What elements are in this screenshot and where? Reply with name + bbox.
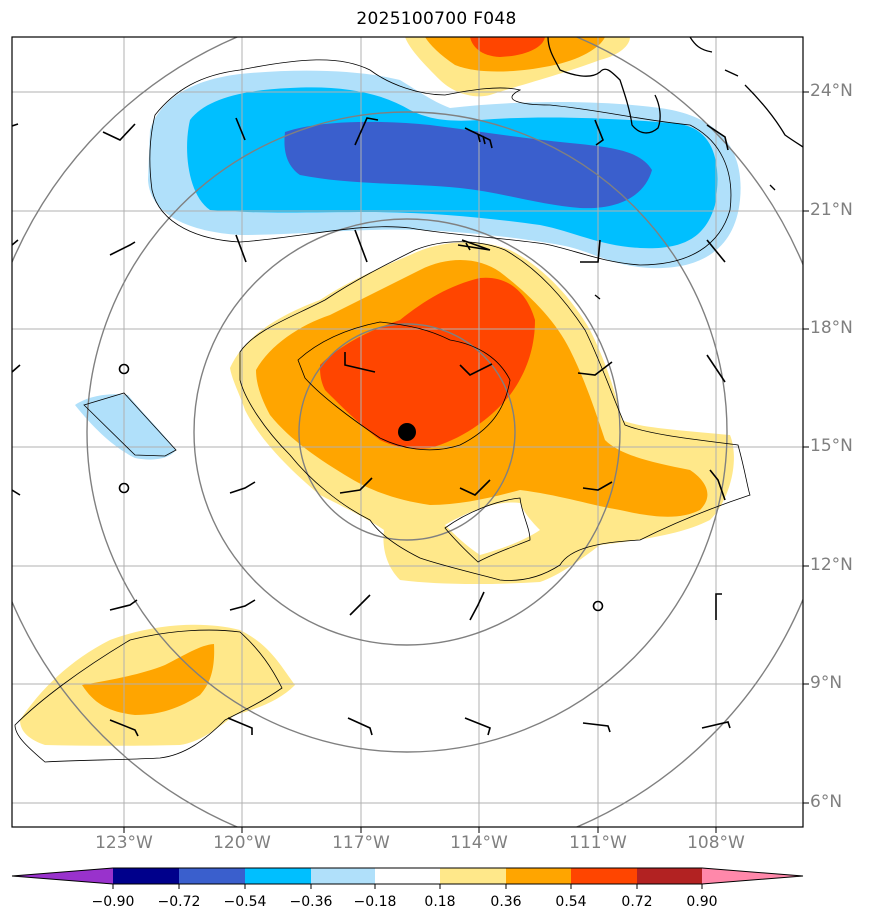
shade-light-blue-west	[75, 394, 176, 460]
lat-label-9n: 9°N	[810, 673, 843, 693]
colorbar-label-5: −0.18	[353, 894, 397, 910]
coastline	[547, 37, 803, 300]
colorbar-seg-5	[375, 868, 440, 884]
colorbar-label-7: 0.36	[490, 894, 522, 910]
lat-label-6n: 6°N	[810, 792, 843, 812]
colorbar-seg-2	[179, 868, 245, 884]
contour-lines	[14, 59, 751, 763]
colorbar-label-8: 0.54	[555, 894, 587, 910]
map-content	[12, 37, 803, 827]
colorbar-label-3: −0.54	[223, 894, 267, 910]
lon-label-111w: 111°W	[569, 833, 627, 853]
colorbar-label-4: −0.36	[289, 894, 333, 910]
lat-label-24n: 24°N	[810, 81, 853, 101]
colorbar-extend-left	[12, 868, 113, 884]
wind-barbs	[12, 117, 731, 737]
colorbar-seg-1	[113, 868, 179, 884]
colorbar-seg-7	[506, 868, 571, 884]
colorbar-label-9: 0.72	[621, 894, 653, 910]
storm-center-dot	[398, 423, 416, 441]
shade-orange-southwest	[82, 644, 215, 715]
lon-label-114w: 114°W	[450, 833, 508, 853]
lat-label-21n: 21°N	[810, 200, 853, 220]
colorbar-seg-9	[637, 868, 702, 884]
colorbar-label-1: −0.90	[91, 894, 135, 910]
colorbar-seg-8	[571, 868, 637, 884]
range-rings	[12, 37, 803, 827]
colorbar-seg-6	[440, 868, 506, 884]
lon-label-123w: 123°W	[95, 833, 153, 853]
lon-label-108w: 108°W	[687, 833, 745, 853]
lat-label-18n: 18°N	[810, 318, 853, 338]
lon-label-117w: 117°W	[332, 833, 390, 853]
graticule	[12, 37, 803, 827]
map-title: 2025100700 F048	[356, 9, 517, 29]
shade-royal-blue-north	[284, 121, 652, 209]
map-frame	[11, 36, 804, 828]
calm-wind-circles	[118, 363, 604, 612]
colorbar-seg-4	[311, 868, 375, 884]
shade-orange-red-top	[470, 37, 545, 57]
lon-label-120w: 120°W	[213, 833, 271, 853]
colorbar-label-2: −0.72	[157, 894, 201, 910]
lat-label-15n: 15°N	[810, 436, 853, 456]
colorbar-label-6: 0.18	[424, 894, 456, 910]
colorbar	[11, 867, 804, 889]
shade-white-hole	[445, 502, 540, 555]
shade-orange-red-central	[320, 277, 535, 449]
colorbar-seg-3	[245, 868, 311, 884]
tick-marks	[123, 91, 809, 833]
colorbar-extend-right	[702, 868, 803, 884]
lat-label-12n: 12°N	[810, 555, 853, 575]
colorbar-label-10: 0.90	[686, 894, 718, 910]
